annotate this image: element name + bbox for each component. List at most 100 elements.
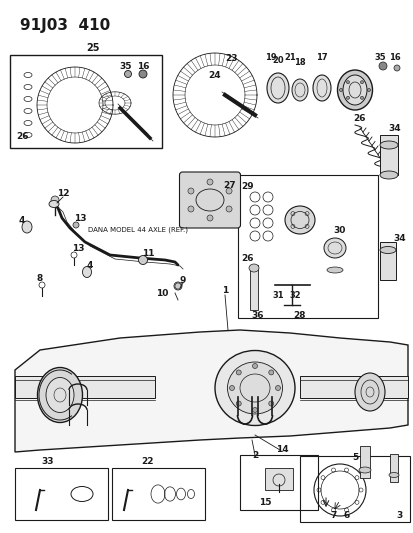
Ellipse shape (138, 255, 147, 264)
Ellipse shape (229, 385, 234, 391)
Text: 4: 4 (87, 261, 93, 270)
Bar (249, 265, 257, 310)
Text: 32: 32 (289, 290, 300, 300)
Circle shape (393, 65, 399, 71)
Circle shape (51, 196, 59, 204)
Text: 10: 10 (155, 288, 168, 297)
Circle shape (378, 62, 386, 70)
Text: 26: 26 (241, 254, 254, 262)
Circle shape (225, 188, 232, 194)
Text: 13: 13 (71, 244, 84, 253)
Ellipse shape (284, 206, 314, 234)
Ellipse shape (236, 401, 241, 406)
Ellipse shape (337, 70, 372, 110)
Text: 31: 31 (271, 290, 283, 300)
Ellipse shape (326, 267, 342, 273)
Ellipse shape (342, 75, 366, 105)
Bar (299, 376, 407, 398)
Ellipse shape (291, 79, 307, 101)
Text: 36: 36 (251, 311, 263, 319)
Text: 11: 11 (141, 248, 154, 257)
Text: 34: 34 (388, 124, 400, 133)
Ellipse shape (275, 385, 280, 391)
Text: 9: 9 (179, 276, 186, 285)
Ellipse shape (214, 351, 294, 425)
Text: 27: 27 (223, 181, 236, 190)
Text: 16: 16 (388, 52, 400, 61)
Ellipse shape (82, 266, 91, 278)
Ellipse shape (266, 73, 288, 103)
Text: 30: 30 (333, 225, 345, 235)
Ellipse shape (46, 377, 74, 413)
Bar (379, 135, 397, 175)
Text: 28: 28 (293, 311, 306, 319)
Text: 8: 8 (37, 273, 43, 282)
Circle shape (206, 215, 212, 221)
Circle shape (188, 206, 193, 212)
Text: DANA MODEL 44 AXLE (REF.): DANA MODEL 44 AXLE (REF.) (88, 227, 188, 233)
Ellipse shape (354, 373, 384, 411)
Circle shape (206, 179, 212, 185)
Ellipse shape (173, 282, 182, 290)
Text: 25: 25 (86, 43, 100, 53)
Ellipse shape (38, 367, 82, 423)
Ellipse shape (268, 370, 273, 375)
Ellipse shape (323, 238, 345, 258)
Text: 15: 15 (258, 498, 271, 507)
Text: 19: 19 (265, 52, 276, 61)
Text: 5: 5 (351, 454, 357, 463)
Text: 2: 2 (251, 450, 257, 459)
Text: 91J03  410: 91J03 410 (20, 18, 110, 33)
Bar (389, 454, 397, 482)
Text: 29: 29 (241, 182, 254, 190)
Ellipse shape (248, 264, 259, 272)
Ellipse shape (360, 96, 363, 99)
Text: 20: 20 (271, 55, 283, 64)
Text: 6: 6 (343, 511, 349, 520)
Text: 24: 24 (208, 70, 221, 79)
Ellipse shape (367, 88, 370, 92)
Text: 22: 22 (141, 457, 154, 466)
Ellipse shape (379, 141, 397, 149)
Text: 23: 23 (225, 53, 237, 62)
Text: 12: 12 (57, 189, 69, 198)
Bar (264, 468, 292, 490)
Text: 34: 34 (393, 233, 405, 243)
Text: 35: 35 (373, 52, 385, 61)
Text: 1: 1 (221, 286, 228, 295)
Text: 17: 17 (316, 52, 327, 61)
Ellipse shape (252, 364, 257, 368)
Ellipse shape (124, 70, 131, 77)
Bar (15, 376, 154, 398)
Text: 14: 14 (275, 446, 287, 455)
Ellipse shape (49, 200, 59, 207)
Ellipse shape (379, 171, 397, 179)
Ellipse shape (339, 88, 342, 92)
FancyBboxPatch shape (179, 172, 240, 228)
Text: 16: 16 (136, 61, 149, 70)
Bar (379, 242, 395, 280)
Text: 18: 18 (294, 58, 305, 67)
Text: 13: 13 (74, 214, 86, 222)
Ellipse shape (252, 408, 257, 413)
Polygon shape (15, 330, 407, 452)
Ellipse shape (236, 370, 241, 375)
Text: 21: 21 (283, 52, 295, 61)
Circle shape (188, 188, 193, 194)
Text: 26: 26 (353, 114, 366, 123)
Ellipse shape (388, 472, 398, 478)
Ellipse shape (358, 467, 370, 473)
Text: 33: 33 (42, 457, 54, 466)
Ellipse shape (346, 80, 349, 84)
Text: 4: 4 (19, 215, 25, 224)
Ellipse shape (22, 221, 32, 233)
Text: 26: 26 (17, 132, 29, 141)
Text: 3: 3 (396, 511, 402, 520)
Circle shape (73, 222, 79, 228)
Ellipse shape (360, 80, 363, 84)
Circle shape (225, 206, 232, 212)
Text: 35: 35 (119, 61, 132, 70)
Text: 7: 7 (330, 511, 336, 520)
Ellipse shape (379, 246, 395, 254)
Ellipse shape (227, 362, 282, 414)
